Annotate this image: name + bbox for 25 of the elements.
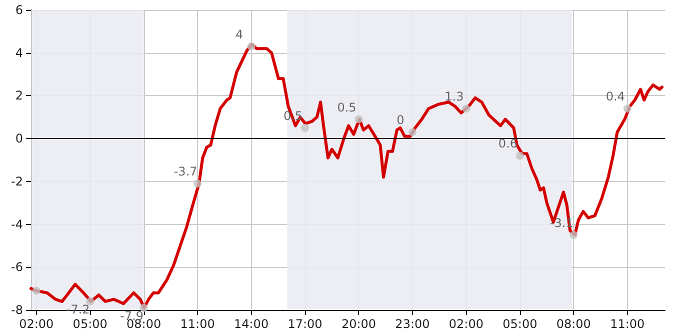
annotation: 0.5 — [337, 100, 356, 114]
annotation: 1.3 — [444, 90, 464, 104]
y-tick-label: -8 — [11, 303, 23, 317]
annotation: -3.7 — [174, 164, 198, 179]
y-tick-label: -4 — [11, 217, 23, 232]
x-tick-label: 20:00 — [341, 317, 376, 330]
x-tick-label: 23:00 — [395, 317, 430, 330]
annotation: 0 — [396, 113, 404, 128]
annotation: 0.4 — [606, 90, 625, 104]
x-tick-label: 02:00 — [448, 317, 484, 330]
x-tick-label: 02:00 — [19, 317, 54, 330]
annotation: 4 — [235, 27, 244, 42]
x-tick-label: 05:00 — [72, 317, 108, 330]
x-tick-label: 08:00 — [556, 317, 591, 330]
x-tick-label: 14:00 — [234, 317, 269, 330]
y-tick-label: -2 — [11, 174, 23, 188]
x-tick-label: 11:00 — [180, 317, 215, 330]
x-tick-label: 05:00 — [502, 317, 538, 330]
y-tick-label: 6 — [15, 3, 23, 17]
y-tick-label: 4 — [15, 46, 23, 60]
x-tick-label: 17:00 — [288, 317, 322, 330]
y-tick-label: 0 — [15, 132, 23, 146]
y-tick-label: 2 — [15, 88, 23, 103]
x-tick-label: 11:00 — [610, 317, 645, 330]
y-tick-label: -6 — [11, 260, 23, 274]
